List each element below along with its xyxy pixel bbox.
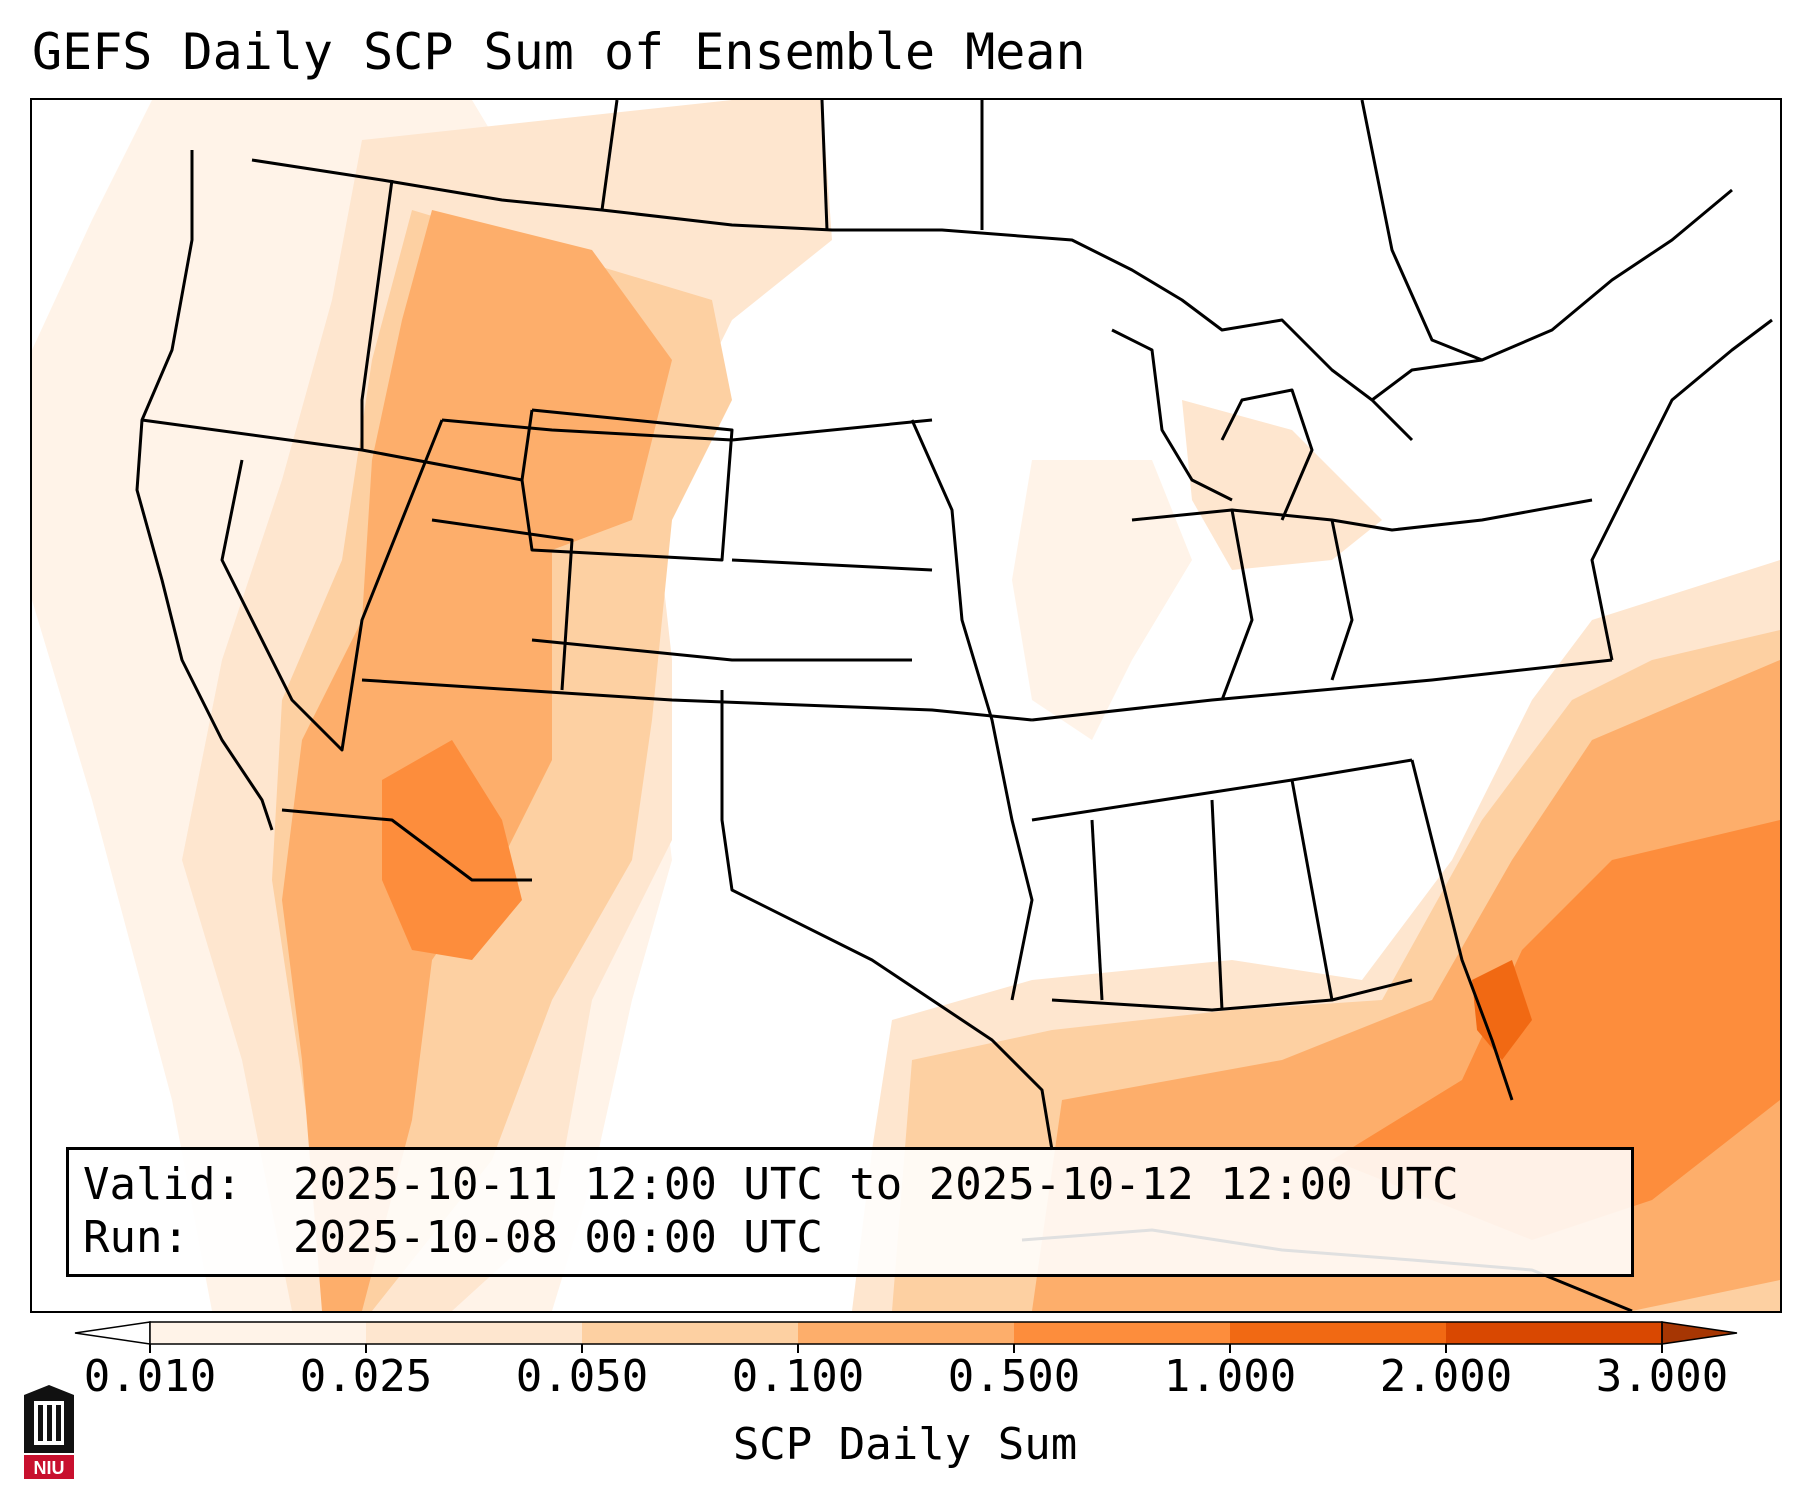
valid-label: Valid: xyxy=(83,1159,242,1210)
valid-value: 2025-10-11 12:00 UTC to 2025-10-12 12:00… xyxy=(293,1159,1459,1210)
colorbar-segment xyxy=(1230,1322,1447,1344)
colorbar-segment xyxy=(582,1322,799,1344)
state-boundaries xyxy=(135,100,1773,1311)
scp-field-shading xyxy=(32,100,1780,1311)
colorbar-segment xyxy=(1014,1322,1231,1344)
map-title: GEFS Daily SCP Sum of Ensemble Mean xyxy=(32,23,1086,81)
colorbar-tick-label: 0.050 xyxy=(515,1351,649,1402)
colorbar-label: SCP Daily Sum xyxy=(732,1419,1078,1470)
colorbar-segment xyxy=(366,1322,583,1344)
valid-run-box: Valid: 2025-10-11 12:00 UTC to 2025-10-12… xyxy=(66,1147,1634,1277)
colorbar-segment xyxy=(1446,1322,1663,1344)
colorbar-extend-max xyxy=(1661,1321,1738,1345)
niu-logo-icon: NIU xyxy=(24,1385,74,1479)
colorbar-outline xyxy=(149,1321,1663,1345)
colorbar-tick-label: 0.010 xyxy=(83,1351,217,1402)
map-panel xyxy=(30,98,1782,1313)
colorbar-segment xyxy=(150,1322,367,1344)
logo-text: NIU xyxy=(34,1458,65,1478)
colorbar-tick-label: 1.000 xyxy=(1163,1351,1297,1402)
colorbar-tick-label: 3.000 xyxy=(1595,1351,1729,1402)
colorbar xyxy=(74,1321,1738,1353)
colorbar-tick-label: 2.000 xyxy=(1379,1351,1513,1402)
scp-field-map xyxy=(32,100,1780,1311)
colorbar-tick-label: 0.100 xyxy=(731,1351,865,1402)
colorbar-tick-label: 0.025 xyxy=(299,1351,433,1402)
run-label: Run: xyxy=(83,1212,189,1263)
run-value: 2025-10-08 00:00 UTC xyxy=(293,1212,823,1263)
colorbar-extend-min xyxy=(74,1321,151,1345)
colorbar-segment xyxy=(798,1322,1015,1344)
colorbar-tick-label: 0.500 xyxy=(947,1351,1081,1402)
